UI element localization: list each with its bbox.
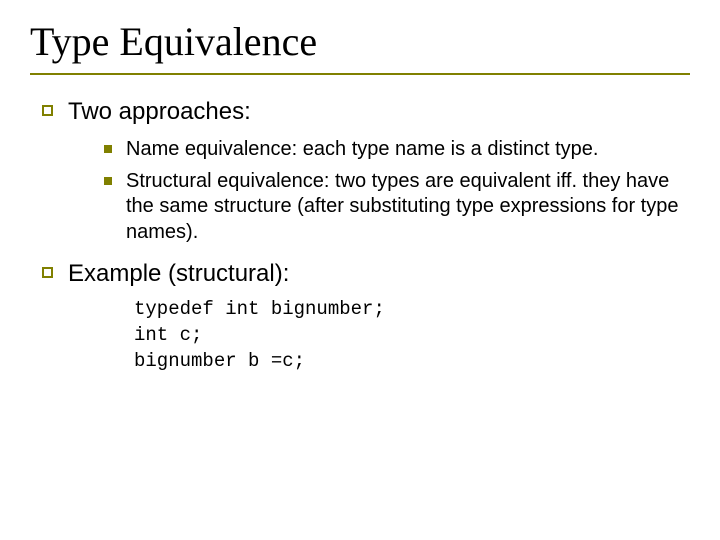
code-block: typedef int bignumber; int c; bignumber … [134, 297, 690, 374]
slide: Type Equivalence Two approaches: Name eq… [0, 0, 720, 540]
list-item: Structural equivalence: two types are eq… [102, 169, 690, 246]
list-item: Example (structural): typedef int bignum… [38, 259, 690, 374]
bullet-text: Two approaches: [68, 98, 251, 125]
sub-bullet-text: Structural equivalence: two types are eq… [126, 170, 678, 243]
slide-title: Type Equivalence [30, 18, 690, 75]
bullet-list: Two approaches: Name equivalence: each t… [30, 97, 690, 374]
list-item: Two approaches: Name equivalence: each t… [38, 97, 690, 245]
sub-bullet-text: Name equivalence: each type name is a di… [126, 138, 598, 160]
list-item: Name equivalence: each type name is a di… [102, 137, 690, 163]
sub-bullet-list: Name equivalence: each type name is a di… [68, 137, 690, 245]
bullet-text: Example (structural): [68, 260, 289, 287]
